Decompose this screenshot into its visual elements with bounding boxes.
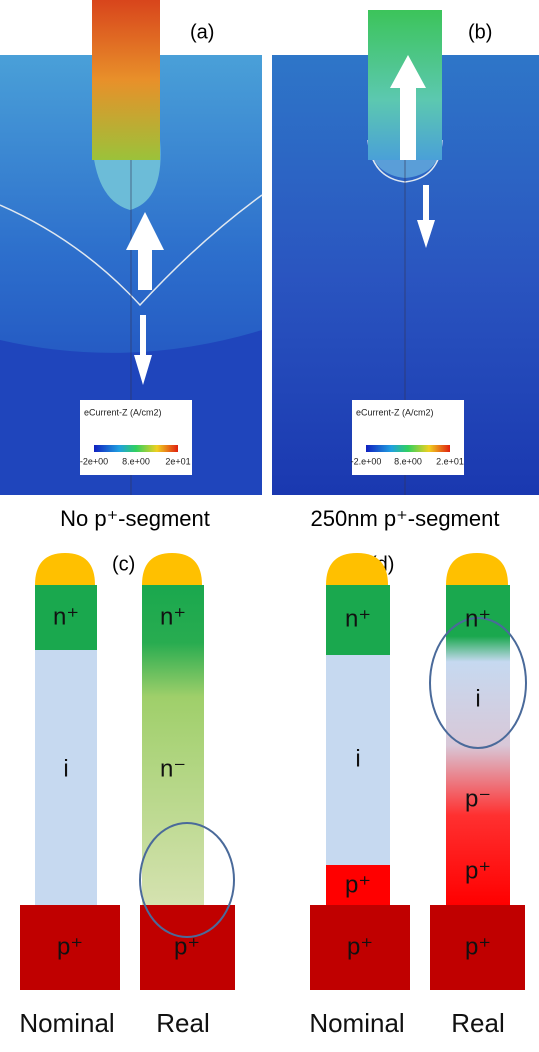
caption: 250nm p⁺-segment: [311, 506, 500, 531]
panel-c: (c) n⁺ i p⁺ n⁺ n⁻ p⁺ Nominal Real: [19, 553, 235, 1038]
region-label: i: [475, 685, 480, 712]
region-label: n⁻: [160, 755, 186, 782]
panel-b: eCurrent-Z (A/cm2) -2.e+00 8.e+00 2.e+01…: [272, 10, 539, 495]
region-label: n⁺: [53, 603, 79, 630]
column-label: Real: [451, 1008, 504, 1038]
page: eCurrent-Z (A/cm2) -2e+00 8.e+00 2e+01 (…: [0, 0, 539, 1052]
region-label: p⁺: [465, 857, 491, 884]
panel-label: (c): [112, 553, 135, 575]
legend-tick: 2e+01: [165, 456, 190, 466]
region-label: p⁺: [465, 933, 491, 960]
region-label: p⁻: [465, 785, 491, 812]
region-label: p⁺: [174, 933, 200, 960]
panel-a: eCurrent-Z (A/cm2) -2e+00 8.e+00 2e+01 (…: [0, 0, 262, 495]
region-label: p⁺: [347, 933, 373, 960]
figure: eCurrent-Z (A/cm2) -2e+00 8.e+00 2e+01 (…: [0, 0, 539, 1047]
nanowire: [92, 0, 160, 160]
legend-tick: 8.e+00: [394, 456, 422, 466]
region-label: p⁺: [345, 871, 371, 898]
legend-title: eCurrent-Z (A/cm2): [356, 407, 434, 417]
legend-tick: -2.e+00: [351, 456, 382, 466]
region-label: n⁺: [465, 605, 491, 632]
panel-label: (a): [190, 21, 214, 43]
legend-tick: 8.e+00: [122, 456, 150, 466]
colorbar: [94, 445, 178, 452]
column-label: Nominal: [19, 1008, 114, 1038]
legend-title: eCurrent-Z (A/cm2): [84, 407, 162, 417]
caption: No p⁺-segment: [60, 506, 210, 531]
contact: [142, 553, 202, 585]
region-label: i: [355, 745, 360, 772]
contact: [35, 553, 95, 585]
legend-tick: -2e+00: [80, 456, 108, 466]
panel-d: (d) n⁺ i p⁺ p⁺ n⁺ i p⁻ p⁺ p⁺ Nominal Rea…: [309, 553, 526, 1038]
n-region: [142, 585, 204, 905]
contact: [446, 553, 508, 585]
column-label: Nominal: [309, 1008, 404, 1038]
legend-tick: 2.e+01: [436, 456, 464, 466]
region-label: i: [63, 755, 68, 782]
panel-label: (b): [468, 21, 492, 43]
region-label: n⁺: [160, 603, 186, 630]
colorbar: [366, 445, 450, 452]
column-label: Real: [156, 1008, 209, 1038]
region-label: n⁺: [345, 605, 371, 632]
region-label: p⁺: [57, 933, 83, 960]
